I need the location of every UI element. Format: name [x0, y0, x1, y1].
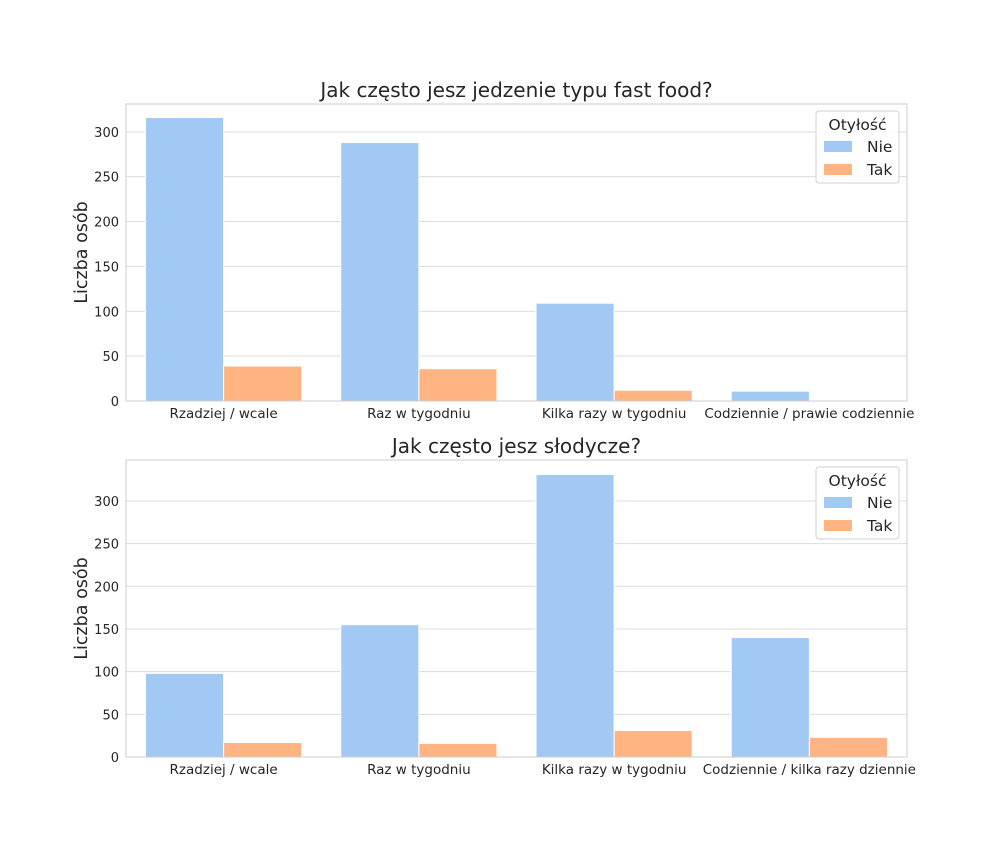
chart-2-legend-swatch-tak	[824, 520, 852, 531]
chart-1-xtick-label: Rzadziej / wcale	[170, 406, 278, 422]
chart-1-title: Jak często jesz jedzenie typu fast food?	[318, 78, 712, 102]
chart-1-ytick-label: 150	[94, 260, 119, 275]
chart-1-legend-title: Otyłość	[829, 116, 887, 134]
chart-2-xtick-label: Raz w tygodniu	[367, 762, 471, 778]
chart-2-ytick-label: 50	[102, 708, 119, 723]
chart-2-legend[interactable]: Otyłość Nie Tak	[815, 466, 900, 540]
chart-1-ytick-label: 50	[102, 350, 119, 365]
chart-2-bar-nie-4[interactable]	[730, 637, 810, 758]
chart-2-bar-tak-1[interactable]	[223, 741, 303, 758]
chart-2-xtick-label: Kilka razy w tygodniu	[542, 762, 687, 778]
chart-2-xtick-label: Rzadziej / wcale	[170, 762, 278, 778]
chart-1-legend-label-tak: Tak	[866, 161, 892, 179]
chart-2-xtick-label: Codziennie / kilka razy dziennie	[703, 762, 916, 778]
chart-1-legend-swatch-nie	[824, 141, 852, 152]
chart-2-bar-nie-1[interactable]	[145, 672, 225, 758]
chart-2-bar-tak-2[interactable]	[418, 742, 498, 758]
chart-2-legend-label-nie: Nie	[867, 494, 892, 512]
chart-1-ytick-label: 300	[94, 126, 119, 141]
chart-1-legend[interactable]: Otyłość Nie Tak	[815, 110, 900, 184]
chart-1-xtick-label: Raz w tygodniu	[367, 406, 471, 422]
chart-1-xtick-label: Codziennie / prawie codziennie	[704, 406, 914, 422]
chart-1-ylabel: Liczba osób	[72, 201, 92, 303]
chart-1-bar-tak-3[interactable]	[613, 389, 693, 402]
chart-1-legend-swatch-tak	[824, 164, 852, 175]
chart-2: 0 50 100 150 200 250 300 Rzadziej / wcale Raz w …	[72, 434, 916, 778]
chart-1-bar-nie-3[interactable]	[535, 302, 615, 402]
chart-1-bar-tak-1[interactable]	[223, 365, 303, 402]
chart-1: 0 50 100 150 200 250 300 Rzadziej / wcale Raz w …	[72, 78, 914, 422]
chart-1-plot-area	[126, 104, 907, 401]
chart-2-ytick-label: 200	[94, 580, 119, 595]
chart-1-ytick-label: 200	[94, 216, 119, 231]
chart-1-ytick-label: 250	[94, 171, 119, 186]
chart-2-bar-nie-3[interactable]	[535, 474, 615, 758]
chart-2-bar-tak-3[interactable]	[613, 730, 693, 758]
chart-1-bar-nie-4[interactable]	[730, 390, 810, 402]
chart-2-legend-label-tak: Tak	[866, 517, 892, 535]
chart-1-bar-tak-2[interactable]	[418, 368, 498, 402]
chart-1-ytick-label: 0	[111, 395, 119, 410]
chart-1-ytick-label: 100	[94, 305, 119, 320]
chart-2-title: Jak często jesz słodycze?	[390, 434, 641, 458]
chart-1-bar-nie-2[interactable]	[340, 142, 420, 402]
chart-2-ytick-label: 250	[94, 538, 119, 553]
chart-1-xtick-label: Kilka razy w tygodniu	[542, 406, 687, 422]
chart-2-ytick-label: 150	[94, 623, 119, 638]
chart-1-frame	[125, 103, 908, 402]
chart-2-ylabel: Liczba osób	[72, 557, 92, 659]
chart-1-legend-label-nie: Nie	[867, 138, 892, 156]
chart-2-ytick-label: 0	[111, 751, 119, 766]
chart-2-legend-title: Otyłość	[829, 472, 887, 490]
chart-2-ytick-label: 100	[94, 666, 119, 681]
chart-2-bar-tak-4[interactable]	[808, 736, 888, 758]
chart-2-ytick-label: 300	[94, 495, 119, 510]
chart-1-bar-nie-1[interactable]	[145, 116, 225, 402]
chart-2-bar-nie-2[interactable]	[340, 624, 420, 758]
chart-2-legend-swatch-nie	[824, 497, 852, 508]
chart-2-frame	[125, 459, 908, 758]
